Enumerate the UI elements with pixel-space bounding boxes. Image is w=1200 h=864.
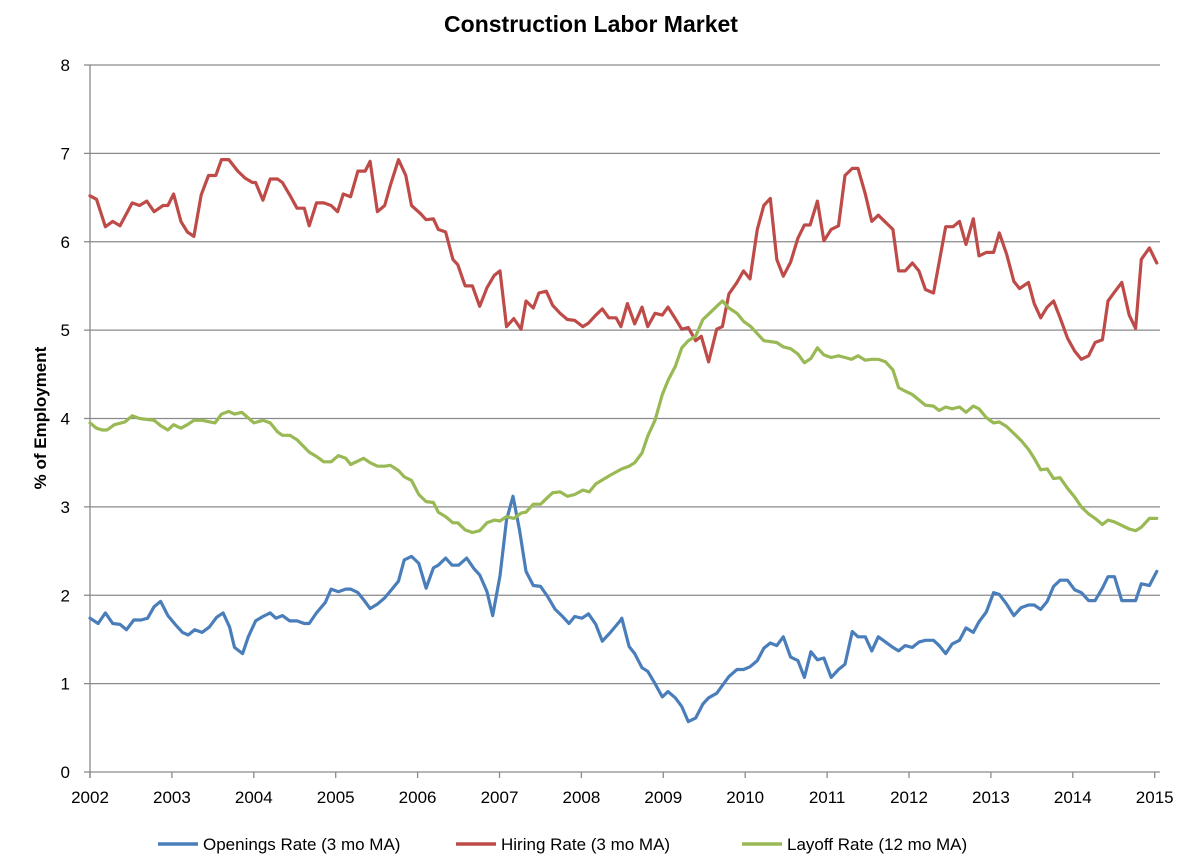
y-tick-label: 7 <box>61 144 70 163</box>
series-line-3 <box>88 299 1159 535</box>
y-tick-label: 1 <box>61 675 70 694</box>
y-tick-label: 0 <box>61 763 70 782</box>
series-lines <box>88 158 1159 724</box>
x-tick-label: 2012 <box>890 788 928 807</box>
legend-entry: Layoff Rate (12 mo MA) <box>787 835 967 854</box>
y-tick-label: 3 <box>61 498 70 517</box>
y-tick-label: 6 <box>61 233 70 252</box>
series-line-1 <box>88 494 1159 724</box>
x-tick-label: 2011 <box>809 788 846 807</box>
chart-title: Construction Labor Market <box>444 11 738 37</box>
x-tick-label: 2010 <box>726 788 764 807</box>
y-tick-label: 2 <box>61 586 70 605</box>
legend-entry: Openings Rate (3 mo MA) <box>203 835 400 854</box>
x-tick-label: 2004 <box>235 788 273 807</box>
y-tick-label: 4 <box>61 410 70 429</box>
tick-labels: 0 1 2 3 4 5 6 7 8 2002 2003 2004 2005 2006 2007 2008 200… <box>61 56 1174 807</box>
y-tick-label: 8 <box>61 56 70 75</box>
series-line-2 <box>88 158 1159 364</box>
x-tick-label: 2008 <box>562 788 600 807</box>
x-tick-label: 2005 <box>317 788 355 807</box>
x-tick-label: 2007 <box>481 788 519 807</box>
x-tick-label: 2013 <box>972 788 1010 807</box>
gridlines <box>90 64 1160 685</box>
x-tick-label: 2015 <box>1136 788 1174 807</box>
legend-entry: Hiring Rate (3 mo MA) <box>501 835 670 854</box>
x-tick-label: 2014 <box>1054 788 1092 807</box>
x-tick-label: 2006 <box>399 788 437 807</box>
legend: Openings Rate (3 mo MA) Hiring Rate (3 mo… <box>158 835 967 854</box>
x-tick-label: 2003 <box>153 788 191 807</box>
y-axis-label: % of Employment <box>31 346 50 489</box>
y-tick-label: 5 <box>61 321 70 340</box>
x-tick-label: 2009 <box>644 788 682 807</box>
x-tick-label: 2002 <box>71 788 109 807</box>
